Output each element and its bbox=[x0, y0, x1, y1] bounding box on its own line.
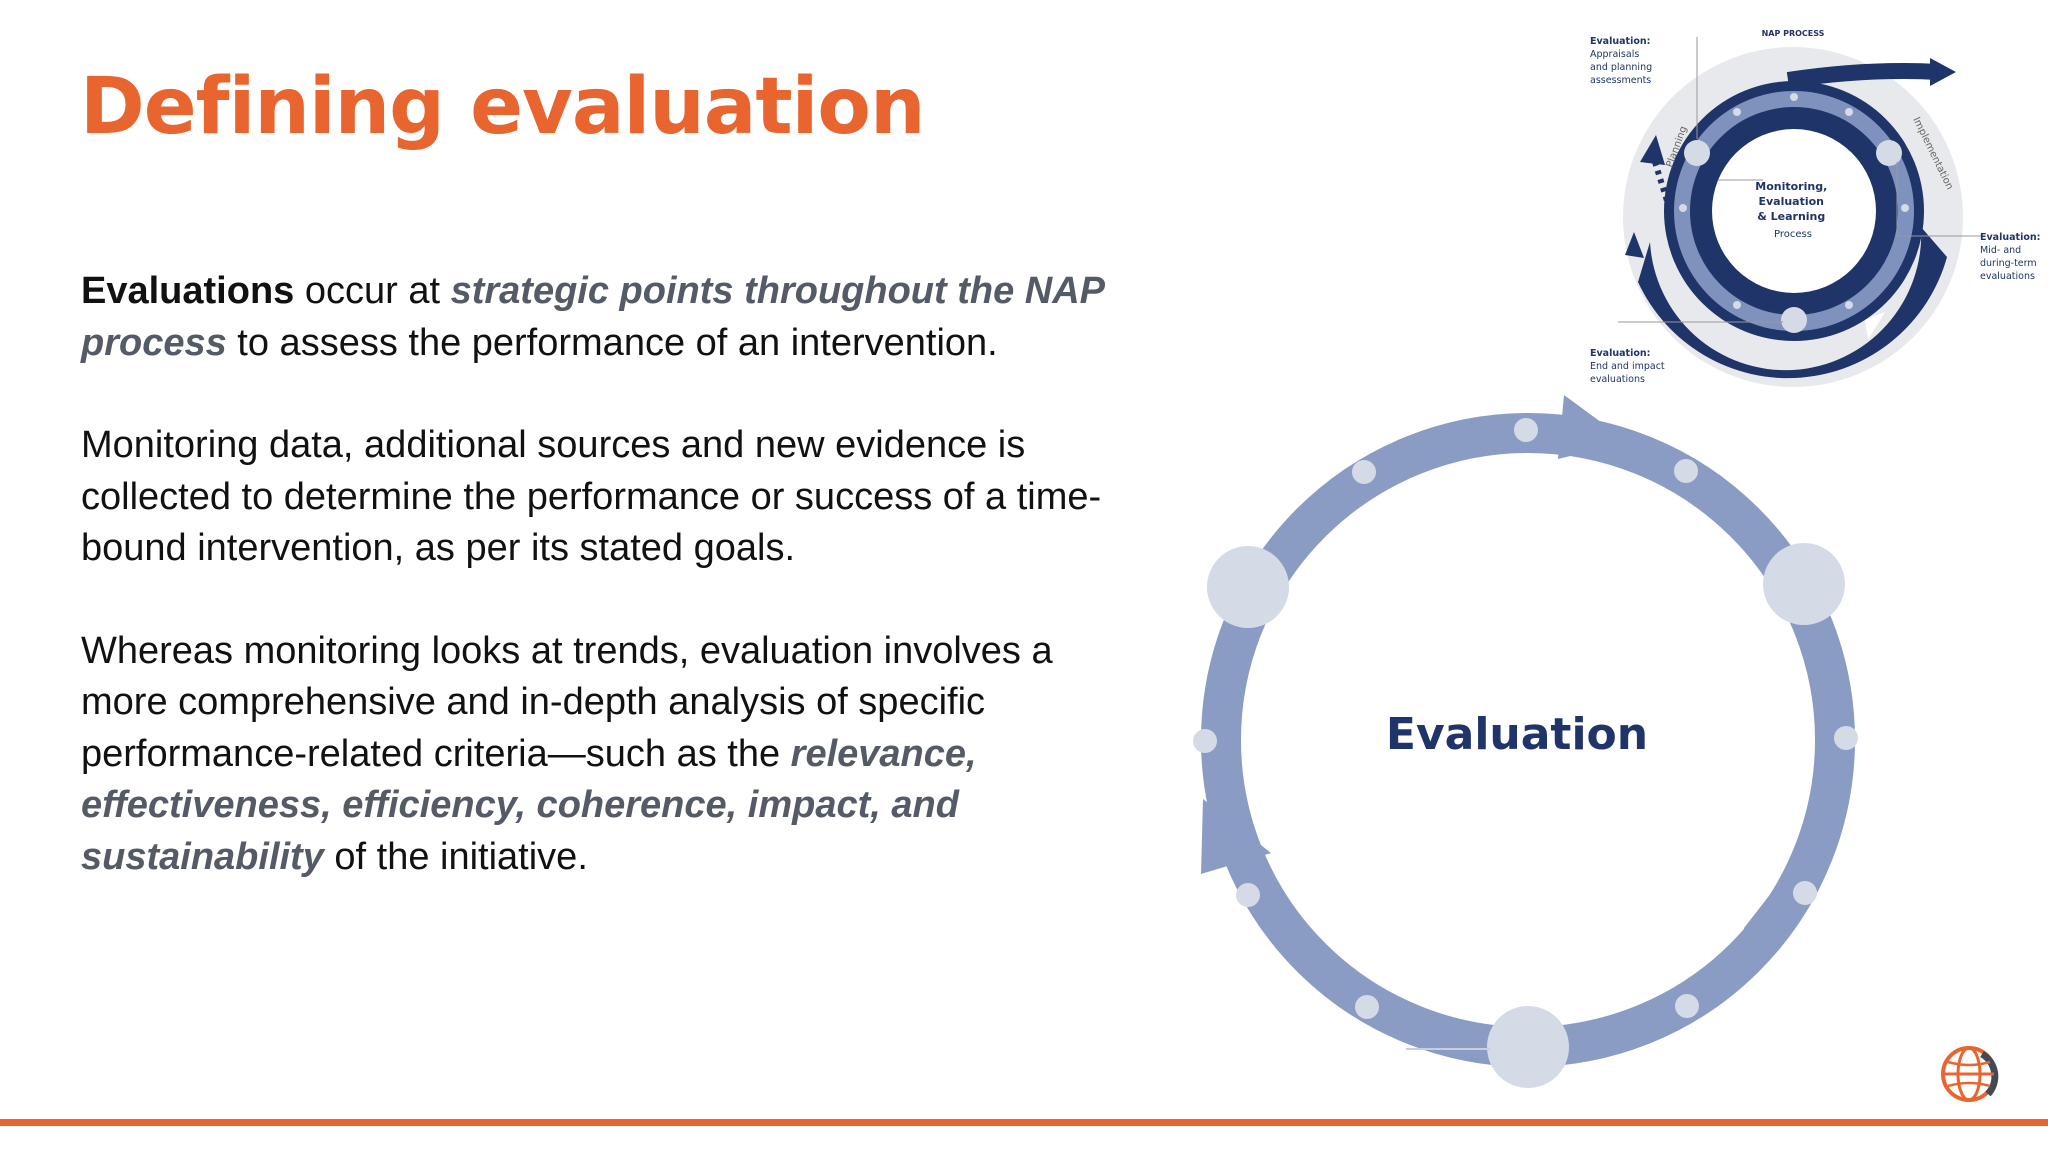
page-title: Defining evaluation bbox=[80, 62, 926, 152]
nap-callout-bottom-left-line-2: evaluations bbox=[1590, 374, 1645, 385]
cycle-dot bbox=[1674, 459, 1698, 483]
paragraph-3-emphasis: relevance, effectiveness, efficiency, co… bbox=[81, 732, 977, 878]
cycle-dot bbox=[1514, 418, 1538, 442]
cycle-node-right bbox=[1763, 543, 1845, 625]
cycle-dot bbox=[1236, 883, 1260, 907]
nap-dot bbox=[1733, 301, 1741, 309]
nap-top-label: NAP PROCESS bbox=[1762, 29, 1825, 38]
nap-node bbox=[1684, 140, 1710, 166]
nap-callout-bottom-left-title: Evaluation: bbox=[1590, 348, 1650, 359]
paragraph-3-text-b: of the initiative. bbox=[323, 835, 588, 878]
paragraph-1-strong: Evaluations bbox=[81, 270, 295, 312]
nap-callout-top-left-line-1: Appraisals bbox=[1590, 49, 1639, 60]
nap-callout-right-line-3: evaluations bbox=[1980, 271, 2035, 282]
paragraph-1: Evaluations occur at strategic points th… bbox=[81, 266, 1126, 369]
nap-callout-top-left-line-2: and planning bbox=[1590, 62, 1652, 73]
nap-top-arrowhead bbox=[1930, 58, 1956, 86]
nap-callout-right-line-1: Mid- and bbox=[1980, 245, 2021, 256]
nap-dot bbox=[1845, 108, 1853, 116]
cycle-dot bbox=[1355, 995, 1379, 1019]
globe-logo-icon bbox=[1941, 1046, 1999, 1102]
cycle-dot bbox=[1193, 729, 1217, 753]
cycle-arrow-bottom-right bbox=[1744, 892, 1772, 970]
nap-center-line-3: & Learning bbox=[1757, 210, 1825, 223]
paragraph-2: Monitoring data, additional sources and … bbox=[81, 424, 1102, 569]
nap-center-line-4: Process bbox=[1774, 229, 1812, 240]
paragraph-1-text-b: to assess the performance of an interven… bbox=[226, 321, 998, 364]
nap-core bbox=[1712, 129, 1876, 293]
cycle-node-left bbox=[1207, 546, 1289, 628]
nap-top-arrow-band bbox=[1786, 63, 1939, 88]
nap-dot bbox=[1845, 301, 1853, 309]
nap-callout-right-line-2: during-term bbox=[1980, 258, 2037, 269]
nap-callout-top-left-line-3: assessments bbox=[1590, 75, 1651, 86]
nap-callout-right-title: Evaluation: bbox=[1980, 232, 2040, 243]
nap-callout-bottom-left-line-1: End and impact bbox=[1590, 361, 1665, 372]
cycle-arrow-top bbox=[1558, 395, 1628, 459]
cycle-arrow-left bbox=[1201, 799, 1271, 874]
nap-dot bbox=[1790, 93, 1798, 101]
nap-center-text: Monitoring, Evaluation & Learning Proces… bbox=[1755, 180, 1831, 240]
nap-bottom-arrowhead bbox=[1865, 312, 1885, 340]
cycle-dot bbox=[1352, 460, 1376, 484]
nap-dot bbox=[1901, 204, 1909, 212]
paragraph-3-text-a: Whereas monitoring looks at trends, eval… bbox=[81, 629, 1053, 775]
nap-callout-right: Evaluation: Mid- and during-term evaluat… bbox=[1980, 232, 2043, 282]
cycle-dot bbox=[1834, 726, 1858, 750]
paragraph-1-text-a: occur at bbox=[294, 270, 451, 312]
bottom-accent-rule bbox=[0, 1119, 2048, 1126]
evaluation-cycle-diagram: Evaluation bbox=[1193, 395, 1858, 1088]
cycle-center-label: Evaluation bbox=[1386, 709, 1648, 760]
nap-callout-top-left: Evaluation: Appraisals and planning asse… bbox=[1590, 36, 1655, 86]
nap-node bbox=[1876, 140, 1902, 166]
cycle-dot bbox=[1675, 994, 1699, 1018]
nap-process-diagram: NAP PROCESS Planning Implementation Moni… bbox=[1590, 29, 2043, 387]
paragraph-1-emphasis: strategic points throughout the NAP proc… bbox=[81, 270, 1104, 364]
nap-dot bbox=[1679, 204, 1687, 212]
nap-left-arrowhead bbox=[1640, 135, 1665, 165]
body-text: Evaluations occur at strategic points th… bbox=[81, 266, 1126, 934]
nap-center-line-2: Evaluation bbox=[1758, 195, 1824, 208]
cycle-node-bottom bbox=[1487, 1006, 1569, 1088]
nap-left-lower-arrow bbox=[1625, 232, 1644, 258]
nap-left-dashes bbox=[1652, 161, 1671, 205]
nap-dot bbox=[1733, 108, 1741, 116]
nap-callout-top-left-title: Evaluation: bbox=[1590, 36, 1650, 47]
nap-center-line-1: Monitoring, bbox=[1755, 180, 1827, 193]
cycle-dot bbox=[1793, 881, 1817, 905]
paragraph-3: Whereas monitoring looks at trends, eval… bbox=[81, 626, 1126, 884]
nap-node bbox=[1781, 307, 1807, 333]
nap-callout-bottom-left: Evaluation: End and impact evaluations bbox=[1590, 348, 1668, 385]
